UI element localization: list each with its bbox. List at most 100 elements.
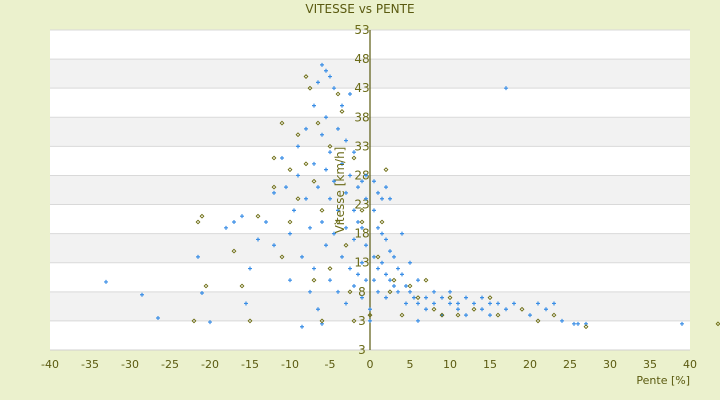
- data-point: [416, 318, 420, 323]
- data-point: [464, 313, 468, 318]
- data-point: [372, 179, 376, 184]
- data-point: [324, 167, 328, 172]
- data-point: [351, 318, 357, 324]
- data-point: [400, 272, 404, 277]
- data-point: [504, 86, 508, 91]
- data-point: [356, 220, 360, 224]
- data-point: [295, 196, 301, 202]
- data-point: [308, 289, 312, 294]
- data-point: [360, 179, 364, 184]
- data-point: [280, 156, 284, 160]
- data-point: [255, 213, 261, 219]
- data-point: [487, 295, 493, 301]
- data-point: [320, 62, 324, 67]
- data-point: [388, 249, 392, 254]
- x-tick-label: -40: [41, 358, 59, 371]
- data-point: [399, 312, 405, 318]
- data-point: [271, 155, 277, 161]
- data-point: [536, 301, 540, 306]
- data-point: [384, 272, 388, 277]
- data-point: [296, 144, 300, 149]
- data-point: [356, 272, 360, 277]
- data-point: [272, 243, 276, 248]
- data-point: [311, 277, 317, 283]
- data-point: [271, 184, 277, 190]
- data-point: [352, 150, 356, 155]
- data-point: [415, 295, 421, 301]
- data-point: [364, 278, 368, 283]
- data-point: [295, 132, 301, 138]
- data-point: [471, 306, 477, 312]
- data-point: [336, 289, 340, 294]
- data-point: [247, 318, 253, 324]
- data-point: [320, 132, 324, 137]
- data-point: [440, 295, 444, 300]
- data-point: [360, 260, 364, 265]
- data-point: [551, 312, 557, 318]
- data-point: [344, 190, 348, 195]
- y-tick-label: 38: [354, 110, 369, 124]
- data-point: [352, 237, 356, 242]
- data-point: [343, 242, 349, 248]
- data-point: [335, 91, 341, 97]
- data-point: [364, 196, 368, 201]
- x-tick-label: -15: [241, 358, 259, 371]
- data-point: [383, 167, 389, 173]
- data-point: [256, 237, 260, 242]
- data-point: [380, 231, 384, 236]
- data-point: [407, 283, 413, 289]
- data-point: [224, 225, 228, 230]
- y-tick-label: 18: [354, 227, 369, 241]
- y-tick-label: 48: [354, 52, 369, 66]
- data-point: [287, 167, 293, 173]
- data-point: [392, 284, 396, 288]
- data-point: [240, 214, 244, 219]
- data-point: [396, 266, 400, 271]
- data-point: [431, 306, 437, 312]
- data-point: [359, 207, 365, 213]
- data-point: [307, 85, 313, 91]
- data-point: [424, 295, 428, 300]
- y-tick-label: 33: [354, 139, 369, 153]
- data-point: [448, 301, 452, 306]
- data-point: [352, 284, 356, 288]
- data-point: [372, 254, 376, 259]
- data-point: [335, 219, 341, 225]
- data-point: [376, 266, 380, 271]
- data-point: [400, 231, 404, 236]
- data-point: [328, 74, 332, 79]
- data-point: [544, 307, 548, 312]
- data-point: [519, 306, 525, 312]
- data-point: [336, 208, 340, 213]
- y-tick-label: 23: [354, 198, 369, 212]
- data-point: [140, 292, 144, 297]
- data-point: [439, 312, 445, 318]
- data-point: [572, 321, 576, 326]
- data-point: [328, 150, 332, 155]
- data-point: [327, 266, 333, 271]
- data-point: [324, 115, 328, 120]
- data-point: [535, 318, 541, 324]
- data-point: [488, 301, 492, 306]
- data-point: [375, 254, 381, 260]
- x-tick-label: -35: [81, 358, 99, 371]
- data-point: [328, 278, 332, 283]
- data-point: [379, 219, 385, 225]
- data-point: [352, 208, 356, 213]
- data-point: [495, 312, 501, 318]
- data-point: [308, 225, 312, 230]
- data-point: [312, 103, 316, 108]
- data-point: [264, 220, 268, 224]
- data-point: [348, 266, 352, 271]
- data-point: [408, 260, 412, 265]
- data-point: [480, 295, 484, 300]
- data-point: [316, 307, 320, 312]
- data-point: [332, 179, 336, 184]
- data-point: [344, 301, 348, 306]
- data-point: [368, 318, 372, 323]
- data-point: [408, 289, 412, 294]
- data-point: [300, 254, 304, 259]
- x-tick-label: 0: [367, 358, 374, 371]
- x-tick-label: 25: [563, 358, 577, 371]
